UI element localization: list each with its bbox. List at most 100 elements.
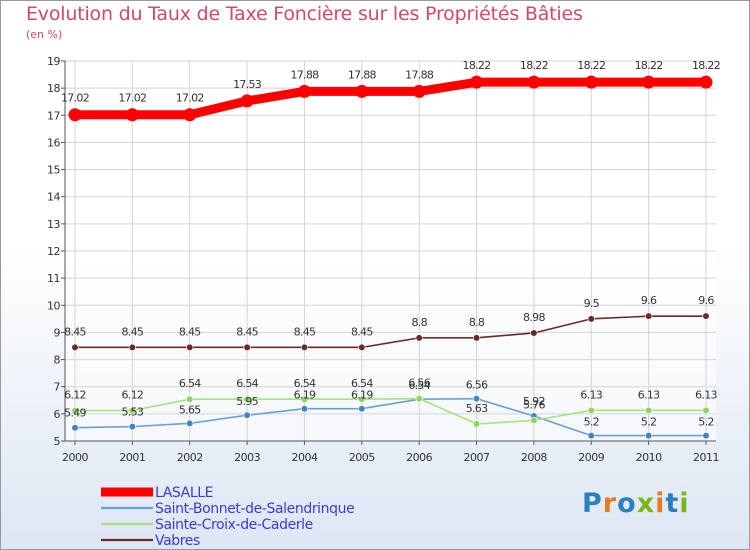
data-point (415, 334, 423, 342)
data-point (68, 108, 82, 122)
data-label: 5.65 (179, 403, 201, 416)
series-line-3 (75, 315, 706, 349)
data-point (415, 395, 423, 403)
y-tick-label: 19 (47, 55, 60, 68)
data-point (645, 406, 653, 414)
y-tick-label: 6 (54, 408, 61, 421)
data-label: 8.45 (179, 325, 201, 338)
data-point (358, 405, 366, 413)
series-line-2 (75, 397, 706, 425)
y-tick-label: 9 (54, 326, 61, 339)
data-label: 6.54 (294, 377, 316, 390)
logo-letter: t (665, 488, 680, 519)
data-label: 6.19 (351, 389, 373, 402)
chart-unit-label: (en %) (26, 28, 63, 41)
data-label: 9.6 (641, 294, 657, 307)
data-label: 17.53 (233, 78, 262, 91)
data-point (702, 406, 710, 414)
data-label: 9.5 (584, 297, 600, 310)
data-label: 5.49 (64, 407, 86, 420)
data-label: 8.45 (294, 325, 316, 338)
series-line-0 (75, 77, 706, 120)
data-point (128, 423, 136, 431)
legend-label-0: LASALLE (155, 485, 213, 501)
data-point (645, 431, 653, 440)
y-tick-label: 8 (54, 354, 61, 367)
data-label: 6.54 (351, 377, 373, 390)
data-point (300, 395, 309, 403)
x-tick-label: 2008 (521, 451, 547, 464)
data-label: 6.13 (580, 388, 602, 401)
y-tick-label: 15 (47, 164, 60, 177)
data-point (645, 312, 653, 320)
data-label: 17.02 (176, 92, 204, 105)
data-point (71, 424, 79, 432)
data-point (699, 75, 713, 89)
data-label: 18.22 (520, 59, 548, 72)
x-tick-label: 2002 (177, 451, 203, 464)
data-point (587, 406, 595, 414)
x-tick-label: 2010 (636, 451, 662, 464)
data-point (472, 395, 481, 403)
data-label: 17.88 (348, 68, 377, 81)
data-point (186, 419, 194, 427)
data-label: 6.54 (179, 377, 201, 390)
data-label: 9.6 (698, 294, 714, 307)
data-label: 8.45 (122, 325, 144, 338)
data-point (183, 108, 197, 122)
x-tick-label: 2011 (693, 451, 719, 464)
data-point (300, 405, 309, 413)
data-point (71, 343, 79, 351)
data-point (128, 343, 136, 351)
x-tick-label: 2004 (291, 451, 317, 464)
data-point (243, 343, 251, 351)
logo-letter: x (636, 488, 656, 519)
data-label: 18.22 (463, 59, 491, 72)
y-tick-label: 16 (47, 136, 60, 149)
data-point (186, 395, 194, 403)
x-tick-label: 2007 (464, 451, 490, 464)
logo-letter: r (602, 488, 618, 519)
data-point (587, 431, 595, 440)
data-label: 6.13 (638, 388, 660, 401)
data-point (587, 315, 595, 323)
data-point (530, 416, 538, 424)
data-label: 18.22 (577, 59, 605, 72)
data-label: 5.76 (523, 398, 545, 411)
data-label: 5.2 (641, 416, 656, 429)
data-point (358, 343, 366, 351)
data-label: 6.13 (695, 388, 717, 401)
proxiti-logo: Proxiti (582, 488, 690, 519)
data-label: 8.8 (411, 316, 427, 329)
data-point (243, 395, 251, 403)
data-label: 5.2 (584, 416, 599, 429)
data-label: 6.12 (122, 389, 144, 402)
data-point (243, 411, 251, 419)
x-tick-label: 2009 (578, 451, 604, 464)
x-tick-label: 2003 (234, 451, 260, 464)
logo-letter: i (655, 488, 666, 519)
data-point (71, 407, 79, 415)
chart-title: Evolution du Taux de Taxe Foncière sur l… (26, 3, 583, 25)
data-point (358, 395, 366, 403)
y-tick-label: 7 (54, 381, 61, 394)
data-point (470, 75, 484, 89)
y-tick-label: 11 (47, 272, 60, 285)
data-point (128, 407, 136, 415)
y-tick-label: 14 (47, 191, 60, 204)
data-label: 5.63 (466, 402, 488, 415)
data-label: 17.02 (61, 92, 89, 105)
data-point (530, 329, 538, 337)
data-point (355, 84, 369, 98)
legend-label-2: Sainte-Croix-de-Caderle (155, 517, 313, 533)
data-label: 5.53 (122, 406, 144, 419)
data-point (472, 334, 481, 342)
data-point (412, 84, 426, 98)
logo-letter: i (679, 488, 690, 519)
data-label: 8.98 (523, 311, 545, 324)
data-label: 18.22 (692, 59, 720, 72)
data-label: 6.56 (408, 377, 430, 390)
series-line-1 (74, 397, 706, 437)
data-label: 8.45 (236, 325, 258, 338)
